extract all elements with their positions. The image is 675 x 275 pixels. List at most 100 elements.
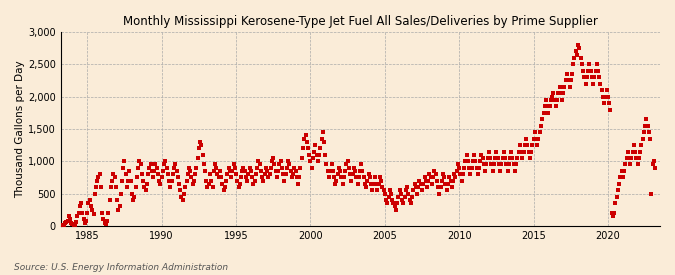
Point <box>138 178 148 183</box>
Point <box>88 212 99 216</box>
Point <box>456 178 467 183</box>
Point <box>489 162 500 167</box>
Point <box>579 75 590 79</box>
Point <box>397 198 408 202</box>
Point <box>58 222 69 227</box>
Point <box>153 172 163 176</box>
Point <box>146 169 157 173</box>
Point <box>256 175 267 180</box>
Point <box>87 208 98 212</box>
Point <box>642 123 653 128</box>
Point <box>118 166 129 170</box>
Point <box>246 169 256 173</box>
Point <box>194 140 205 144</box>
Point <box>256 169 267 173</box>
Point <box>165 185 176 189</box>
Point <box>584 62 595 67</box>
Point <box>157 175 167 180</box>
Point <box>605 107 616 112</box>
Point <box>209 162 220 167</box>
Point <box>105 185 116 189</box>
Point <box>520 136 531 141</box>
Point <box>167 172 178 176</box>
Point <box>383 195 394 199</box>
Point <box>502 169 513 173</box>
Point <box>280 172 291 176</box>
Point <box>305 159 316 163</box>
Point <box>441 188 452 192</box>
Point <box>595 81 606 86</box>
Point <box>102 219 113 223</box>
Point <box>259 172 270 176</box>
Point <box>298 146 308 150</box>
Point <box>548 91 559 95</box>
Point <box>83 201 94 205</box>
Point <box>93 175 104 180</box>
Point <box>439 175 450 180</box>
Point <box>89 191 100 196</box>
Point <box>347 172 358 176</box>
Point <box>86 204 97 209</box>
Point <box>483 156 493 160</box>
Point <box>375 175 385 180</box>
Point <box>304 153 315 157</box>
Point <box>479 162 489 167</box>
Point <box>549 98 560 102</box>
Point <box>452 169 462 173</box>
Point <box>234 182 245 186</box>
Point <box>446 185 457 189</box>
Point <box>62 219 73 223</box>
Point <box>319 140 329 144</box>
Point <box>113 208 124 212</box>
Point <box>590 68 601 73</box>
Point <box>557 98 568 102</box>
Point <box>283 159 294 163</box>
Point <box>144 166 155 170</box>
Point <box>492 156 503 160</box>
Point <box>310 143 321 147</box>
Point <box>296 156 307 160</box>
Point <box>558 91 569 95</box>
Point <box>354 175 364 180</box>
Point <box>391 208 402 212</box>
Point <box>97 211 107 215</box>
Point <box>172 175 183 180</box>
Point <box>145 162 156 167</box>
Point <box>246 175 257 180</box>
Point <box>633 156 644 160</box>
Point <box>517 156 528 160</box>
Point <box>547 94 558 99</box>
Point <box>428 175 439 180</box>
Point <box>128 198 138 202</box>
Point <box>136 172 147 176</box>
Point <box>269 162 280 167</box>
Point <box>381 198 392 202</box>
Point <box>350 169 360 173</box>
Point <box>244 166 255 170</box>
Point <box>524 156 535 160</box>
Point <box>197 153 208 157</box>
Point <box>163 172 173 176</box>
Point <box>231 172 242 176</box>
Point <box>65 217 76 222</box>
Point <box>348 166 359 170</box>
Point <box>581 75 592 79</box>
Point <box>271 175 282 180</box>
Point <box>295 166 306 170</box>
Point <box>542 104 553 109</box>
Point <box>392 201 402 205</box>
Point <box>384 188 395 192</box>
Point <box>96 185 107 189</box>
Point <box>169 166 180 170</box>
Point <box>393 195 404 199</box>
Point <box>382 201 393 205</box>
Point <box>575 56 586 60</box>
Point <box>398 201 409 205</box>
Point <box>636 143 647 147</box>
Point <box>580 81 591 86</box>
Point <box>236 175 246 180</box>
Point <box>320 153 331 157</box>
Point <box>373 182 384 186</box>
Point <box>111 198 122 202</box>
Point <box>464 166 475 170</box>
